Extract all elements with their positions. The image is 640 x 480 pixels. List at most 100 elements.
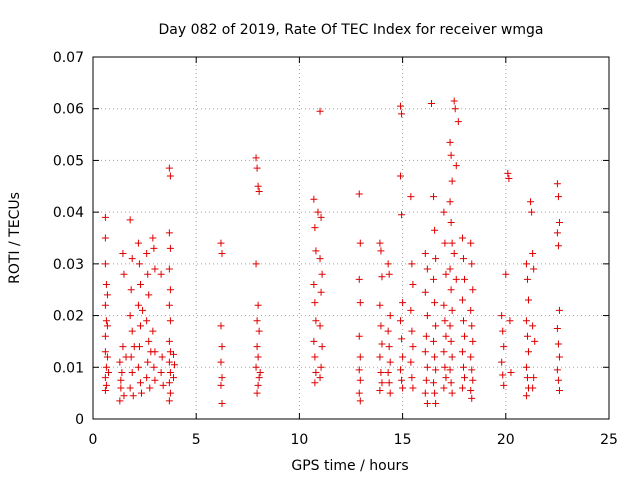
data-point-marker (311, 379, 319, 387)
data-point-marker (218, 399, 226, 407)
data-point-marker (254, 182, 262, 190)
y-tick-label: 0 (75, 412, 84, 428)
data-point-marker (397, 317, 405, 325)
data-point-marker (252, 154, 260, 162)
data-point-marker (448, 239, 456, 247)
data-point-marker (166, 172, 174, 180)
data-point-marker (311, 353, 319, 361)
data-point-marker (399, 299, 407, 307)
data-point-marker (101, 387, 109, 395)
data-point-marker (166, 317, 174, 325)
data-point-marker (145, 337, 153, 345)
data-point-marker (376, 239, 384, 247)
data-point-marker (522, 392, 530, 400)
data-point-marker (408, 374, 416, 382)
data-point-marker (217, 239, 225, 247)
data-point-marker (432, 366, 440, 374)
data-point-marker (128, 255, 136, 263)
data-point-marker (385, 343, 393, 351)
data-point-marker (422, 376, 430, 384)
data-point-marker (498, 358, 506, 366)
data-point-marker (171, 361, 179, 369)
data-point-marker (451, 105, 459, 113)
data-point-marker (356, 376, 364, 384)
data-point-marker (134, 301, 142, 309)
data-point-marker (356, 299, 364, 307)
data-point-marker (468, 366, 476, 374)
data-point-marker (430, 193, 438, 201)
data-point-marker (468, 260, 476, 268)
data-point-marker (376, 301, 384, 309)
data-point-marker (218, 343, 226, 351)
data-point-marker (255, 327, 263, 335)
chart-title: Day 082 of 2019, Rate Of TEC Index for r… (159, 22, 544, 38)
data-point-marker (461, 374, 469, 382)
data-point-marker (310, 281, 318, 289)
data-point-marker (385, 270, 393, 278)
data-point-marker (461, 275, 469, 283)
data-point-marker (150, 363, 158, 371)
data-point-marker (555, 387, 563, 395)
data-point-marker (254, 353, 262, 361)
data-point-marker (377, 368, 385, 376)
data-point-marker (311, 299, 319, 307)
y-tick-label: 0.06 (53, 102, 84, 118)
y-tick-label: 0.05 (53, 153, 84, 169)
data-point-marker (504, 169, 512, 177)
data-point-marker (101, 348, 109, 356)
data-point-marker (101, 374, 109, 382)
grid-lines (93, 57, 609, 419)
data-point-marker (318, 343, 326, 351)
data-point-marker (399, 384, 407, 392)
data-point-marker (102, 281, 110, 289)
data-point-marker (256, 368, 264, 376)
data-point-marker (554, 340, 562, 348)
data-point-marker (120, 270, 128, 278)
data-point-marker (103, 322, 111, 330)
data-point-marker (408, 260, 416, 268)
data-point-marker (409, 384, 417, 392)
data-point-marker (399, 353, 407, 361)
data-point-marker (355, 332, 363, 340)
data-point-marker (134, 363, 142, 371)
data-point-marker (555, 306, 563, 314)
data-point-marker (129, 392, 137, 400)
data-point-marker (452, 162, 460, 170)
data-point-marker (377, 247, 385, 255)
data-point-marker (314, 208, 322, 216)
data-point-marker (120, 392, 128, 400)
data-point-marker (442, 270, 450, 278)
data-point-marker (446, 138, 454, 146)
data-point-marker (149, 327, 157, 335)
data-point-marker (467, 306, 475, 314)
y-tick-label: 0.01 (53, 360, 84, 376)
data-point-marker (143, 374, 151, 382)
data-point-marker (499, 371, 507, 379)
data-point-marker (157, 368, 165, 376)
data-point-marker (459, 255, 467, 263)
data-point-marker (318, 270, 326, 278)
data-point-marker (447, 218, 455, 226)
data-point-marker (316, 374, 324, 382)
data-point-marker (398, 376, 406, 384)
data-point-marker (136, 379, 144, 387)
data-point-marker (459, 363, 467, 371)
data-point-marker (384, 327, 392, 335)
data-point-marker (523, 332, 531, 340)
data-point-marker (166, 244, 174, 252)
data-point-marker (316, 322, 324, 330)
data-point-marker (255, 374, 263, 382)
data-point-marker (431, 389, 439, 397)
data-point-marker (253, 343, 261, 351)
data-point-marker (165, 265, 173, 273)
data-point-marker (103, 353, 111, 361)
data-point-marker (386, 312, 394, 320)
data-point-marker (423, 399, 431, 407)
data-point-marker (119, 343, 127, 351)
data-point-marker (253, 164, 261, 172)
data-point-marker (523, 374, 531, 382)
data-point-marker (102, 363, 110, 371)
data-point-marker (422, 332, 430, 340)
data-point-marker (310, 195, 318, 203)
data-point-marker (440, 384, 448, 392)
